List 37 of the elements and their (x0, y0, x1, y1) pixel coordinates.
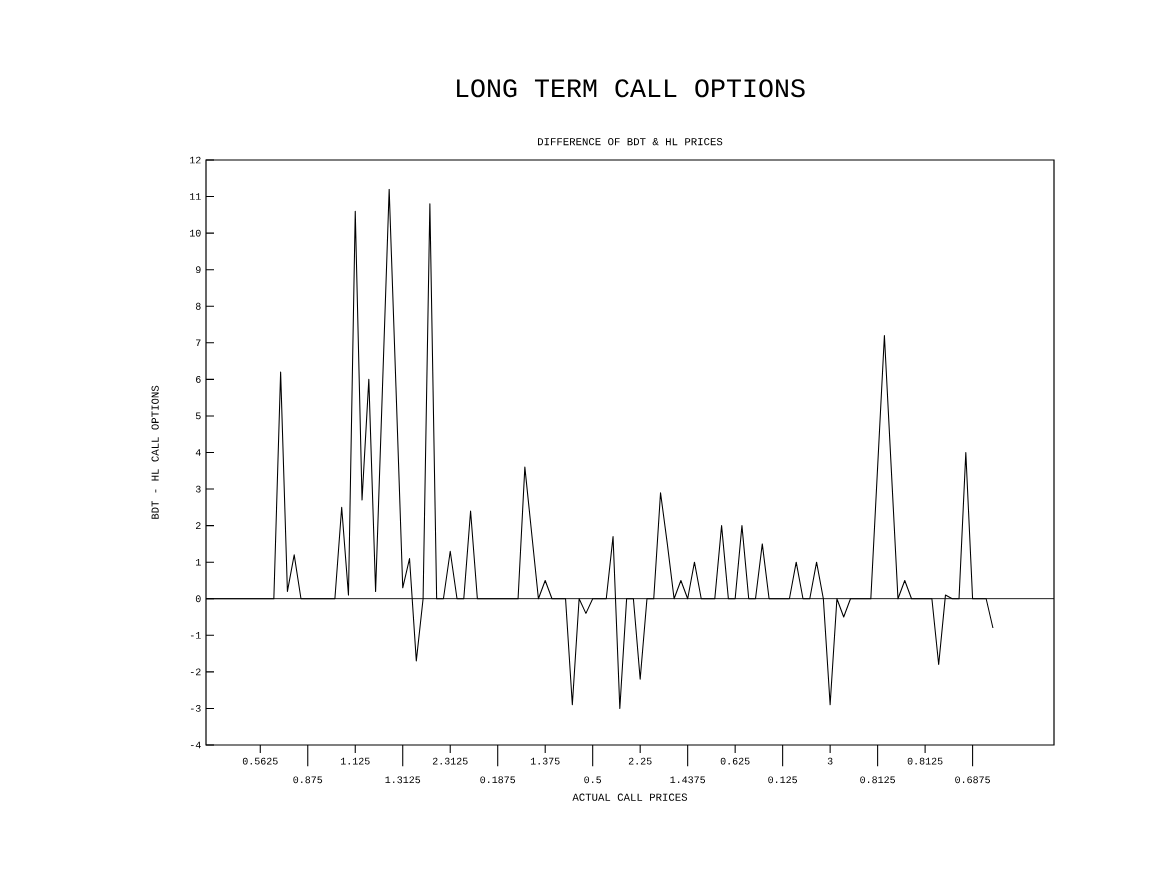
x-tick-label: 0.5 (584, 776, 602, 784)
y-tick-label: 3 (195, 485, 201, 493)
y-axis-title: BDT - HL CALL OPTIONS (151, 385, 159, 519)
x-tick-label: 2.3125 (432, 757, 468, 765)
y-tick-label: 0 (195, 595, 201, 603)
chart-title: LONG TERM CALL OPTIONS (457, 79, 805, 98)
x-tick-label: 0.5625 (242, 757, 278, 765)
y-tick-label: 8 (195, 302, 201, 310)
chart-subtitle: DIFFERENCE OF BDT & HL PRICES (538, 138, 723, 146)
x-tick-label: 3 (827, 757, 833, 765)
y-tick-label: 5 (195, 412, 201, 420)
x-tick-label: 1.375 (530, 757, 560, 765)
y-tick-label: 2 (196, 522, 201, 529)
x-tick-label: 0.8125 (860, 776, 895, 784)
y-tick-label: -4 (190, 741, 201, 749)
y-tick-label: 9 (195, 266, 201, 274)
x-tick-label: 2.25 (628, 757, 652, 765)
x-tick-label: 0.875 (293, 776, 323, 784)
y-tick-label: 11 (190, 193, 201, 200)
x-axis-title: ACTUAL CALL PRICES (572, 793, 688, 801)
y-tick-label: 4 (195, 449, 201, 456)
y-tick-label: 12 (190, 156, 201, 164)
x-tick-label: 0.125 (768, 776, 798, 784)
x-tick-label: 1.3125 (385, 776, 421, 784)
y-tick-label: -2 (190, 668, 201, 676)
x-tick-label: 0.6875 (955, 776, 990, 784)
y-tick-label: -3 (190, 705, 201, 712)
x-tick-label: 1.125 (340, 757, 370, 765)
x-tick-label: 0.8125 (907, 757, 943, 765)
y-tick-label: 1 (196, 558, 201, 566)
y-tick-label: 7 (196, 339, 201, 347)
y-tick-label: 10 (190, 229, 201, 237)
x-tick-label: 1.4375 (670, 776, 706, 784)
y-tick-label: 6 (196, 375, 201, 383)
y-tick-label: -1 (190, 632, 201, 639)
x-tick-label: 0.1875 (480, 776, 516, 784)
x-tick-label: 0.625 (720, 757, 750, 765)
